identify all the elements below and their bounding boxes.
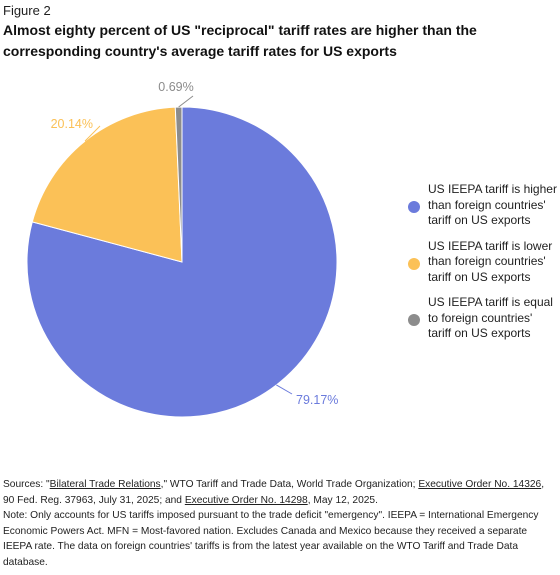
pie-slice-lower [31, 106, 183, 263]
legend-label-lower: US IEEPA tariff is lower than foreign co… [428, 238, 553, 284]
data-label-equal: 0.69% [158, 80, 193, 94]
legend-item-equal: US IEEPA tariff is equal to foreign coun… [408, 295, 558, 342]
legend: US IEEPA tariff is higher than foreign c… [408, 182, 558, 352]
legend-label-higher: US IEEPA tariff is higher than foreign c… [428, 182, 557, 227]
note-text: Note: Only accounts for US tariffs impos… [3, 510, 539, 568]
legend-label-equal: US IEEPA tariff is equal to foreign coun… [428, 295, 553, 340]
figure-label: Figure 2 [3, 3, 51, 18]
pie-slice-higher [26, 106, 338, 418]
leader-line-lower [84, 125, 101, 142]
legend-item-lower: US IEEPA tariff is lower than foreign co… [408, 239, 558, 286]
legend-swatch-higher [408, 201, 420, 213]
legend-item-higher: US IEEPA tariff is higher than foreign c… [408, 182, 558, 229]
chart-title: Almost eighty percent of US "reciprocal"… [3, 22, 477, 59]
sources-text: Sources: "Bilateral Trade Relations," WT… [3, 479, 545, 506]
link-executive-order-14326[interactable]: Executive Order No. 14326 [418, 479, 542, 490]
legend-swatch-equal [408, 314, 420, 326]
leader-line-equal [178, 95, 194, 108]
sources-note: Sources: "Bilateral Trade Relations," WT… [3, 477, 556, 570]
leader-line-higher [276, 384, 293, 395]
link-bilateral-trade-relations[interactable]: Bilateral Trade Relations [49, 479, 161, 490]
data-label-higher: 79.17% [296, 393, 338, 407]
legend-swatch-lower [408, 257, 420, 270]
data-label-lower: 20.14% [51, 117, 93, 131]
pie-slice-equal [174, 106, 183, 263]
pie-chart: 79.17% 20.14% 0.69% [26, 80, 338, 418]
link-executive-order-14298[interactable]: Executive Order No. 14298 [184, 494, 308, 506]
